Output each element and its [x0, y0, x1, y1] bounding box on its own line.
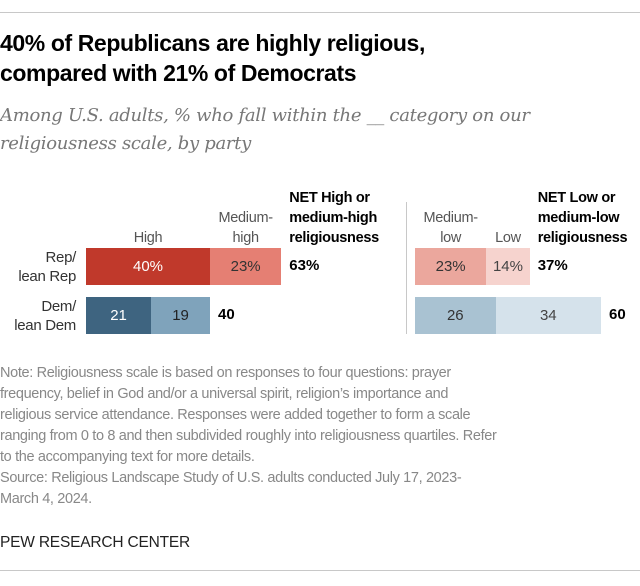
note-line: to the accompanying text for more detail… [0, 449, 255, 465]
footer-logo-text: PEW RESEARCH CENTER [0, 534, 190, 551]
note-line: religious service attendance. Responses … [0, 407, 471, 423]
bar-segment: 23% [210, 248, 282, 285]
net-header-line: medium-high [289, 210, 378, 226]
net-value-label: 37% [537, 257, 568, 274]
subtitle-line: Among U.S. adults, % who fall within the… [0, 105, 530, 126]
source-line: Source: Religious Landscape Study of U.S… [0, 470, 462, 486]
series-header-line [86, 208, 210, 228]
chart-title: 40% of Republicans are highly religious,… [0, 28, 640, 88]
net-value-label: 60 [609, 306, 626, 323]
bar-segment: 34 [495, 297, 601, 334]
bar-segment: 14% [486, 248, 530, 285]
net-value-label: 63% [289, 257, 320, 274]
series-header: High [86, 208, 210, 248]
bar-segment: 21 [86, 297, 152, 334]
net-header-line: medium-low [537, 210, 620, 226]
net-header: NET High or medium-high religiousness [289, 188, 379, 248]
note-line: frequency, belief in God and/or a univer… [0, 386, 449, 402]
net-header: NET Low or medium-low religiousness [538, 188, 628, 248]
bar-segment: 19 [151, 297, 210, 334]
panel-divider [406, 202, 407, 334]
note-line: ranging from 0 to 8 and then subdivided … [0, 428, 497, 444]
series-header-line: High [133, 230, 163, 246]
title-line: compared with 21% of Democrats [0, 60, 357, 86]
row-label-line: Dem/ [41, 298, 76, 315]
net-header-line: NET Low or [537, 190, 616, 206]
series-header-line: high [232, 230, 260, 246]
bar-segment: 23% [415, 248, 487, 285]
series-header: Medium-high [210, 208, 281, 248]
net-header-line: NET High or [289, 190, 370, 206]
row-label-line: Rep/ [45, 249, 77, 266]
series-header-line: Medium- [423, 210, 478, 226]
chart-subtitle: Among U.S. adults, % who fall within the… [0, 102, 640, 158]
title-line: 40% of Republicans are highly religious, [0, 30, 425, 56]
row-label: Rep/lean Rep [0, 248, 76, 286]
series-header-line: low [440, 230, 462, 246]
series-header: Medium-low [415, 208, 486, 248]
bar-segment: 40% [86, 248, 210, 285]
bottom-rule [0, 570, 640, 571]
row-label: Dem/lean Dem [0, 297, 76, 335]
series-header-line: Medium- [218, 210, 273, 226]
net-value-label: 40 [218, 306, 235, 323]
net-header-line: religiousness [537, 230, 628, 246]
row-label-line: lean Rep [18, 268, 76, 285]
chart-note: Note: Religiousness scale is based on re… [0, 363, 640, 510]
series-header-line [486, 208, 529, 228]
note-line: Note: Religiousness scale is based on re… [0, 365, 451, 381]
source-line: March 4, 2024. [0, 491, 92, 507]
subtitle-line: religiousness scale, by party [0, 133, 252, 154]
series-header: Low [486, 208, 529, 248]
bar-segment: 26 [415, 297, 496, 334]
top-rule [0, 12, 640, 13]
net-header-line: religiousness [289, 230, 379, 246]
series-header-line: Low [495, 230, 521, 246]
row-label-line: lean Dem [14, 317, 76, 334]
